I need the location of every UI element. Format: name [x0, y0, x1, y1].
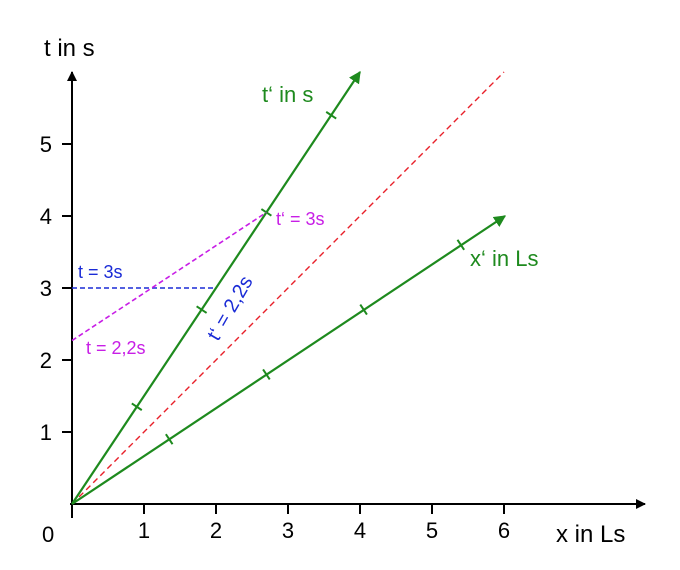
t-prime-equals-3-line — [71, 211, 267, 342]
t-prime-axis-label: t‘ in s — [262, 82, 313, 107]
x-prime-axis-ticks — [165, 239, 465, 445]
moving-frame-tick — [262, 368, 271, 380]
t-prime-equals-3-label: t‘ = 3s — [276, 209, 325, 229]
moving-frame-tick — [196, 305, 208, 314]
t-equals-2-2-label: t = 2,2s — [86, 338, 146, 358]
t-equals-3-label: t = 3s — [78, 262, 123, 282]
t-tick-label: 3 — [40, 276, 52, 301]
moving-frame-tick — [165, 433, 174, 445]
t-axis-label: t in s — [44, 35, 95, 62]
moving-frame-tick — [260, 208, 272, 217]
moving-frame-tick — [325, 111, 337, 120]
t-tick-label: 2 — [40, 348, 52, 373]
x-tick-label: 1 — [138, 518, 150, 543]
moving-frame-tick — [456, 239, 465, 251]
x-axis-label: x in Ls — [556, 521, 625, 548]
x-tick-label: 5 — [426, 518, 438, 543]
x-tick-label: 6 — [498, 518, 510, 543]
light-line — [71, 71, 505, 505]
x-tick-label: 4 — [354, 518, 366, 543]
t-tick-label: 1 — [40, 420, 52, 445]
x-prime-axis — [71, 215, 506, 505]
x-tick-label: 2 — [210, 518, 222, 543]
t-tick-label: 4 — [40, 204, 52, 229]
t-tick-label: 5 — [40, 132, 52, 157]
x-prime-axis-label: x‘ in Ls — [470, 246, 538, 271]
moving-frame-tick — [359, 304, 368, 316]
moving-frame-tick — [131, 402, 143, 411]
t-prime-axis — [71, 71, 361, 505]
x-axis-ticks: 1 2 3 4 5 6 — [138, 504, 510, 543]
x-tick-label: 3 — [282, 518, 294, 543]
t-prime-equals-2-2-label: t‘ = 2,2s — [203, 272, 257, 344]
origin-label: 0 — [42, 522, 54, 547]
t-prime-axis-ticks — [131, 111, 337, 411]
t-axis-ticks: 1 2 3 4 5 — [40, 132, 72, 445]
